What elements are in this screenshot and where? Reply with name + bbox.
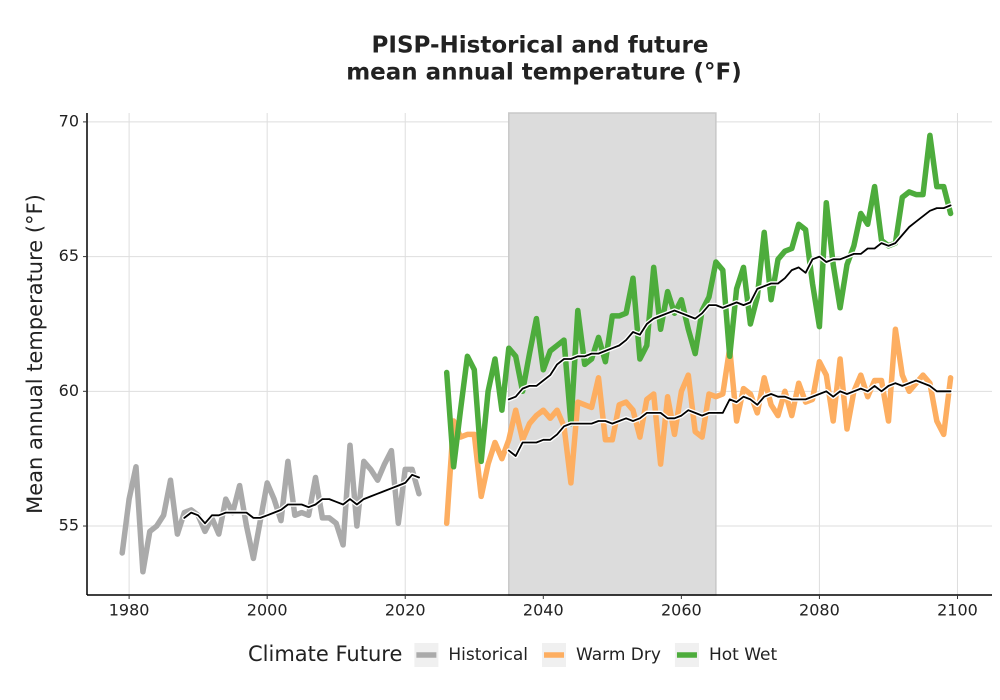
y-tick-label: 70 bbox=[59, 111, 79, 130]
x-tick-label: 2100 bbox=[937, 601, 978, 620]
x-tick-label: 2080 bbox=[799, 601, 840, 620]
x-tick-label: 2020 bbox=[385, 601, 426, 620]
legend: Climate Future Historical Warm Dry Hot Wet bbox=[248, 642, 777, 667]
y-axis-label: Mean annual temperature (°F) bbox=[23, 194, 47, 514]
series-line bbox=[443, 132, 954, 470]
x-tick-label: 1980 bbox=[109, 601, 150, 620]
chart-title: PISP-Historical and future bbox=[372, 33, 709, 59]
legend-label: Warm Dry bbox=[576, 645, 661, 665]
smoothed-line-halo bbox=[182, 472, 422, 526]
legend-label: Hot Wet bbox=[709, 645, 778, 665]
smoothed-line bbox=[183, 473, 420, 525]
series-line bbox=[119, 442, 422, 575]
x-tick-label: 2040 bbox=[523, 601, 564, 620]
legend-title: Climate Future bbox=[248, 642, 402, 666]
smoothed-line bbox=[507, 204, 952, 401]
y-tick-label: 55 bbox=[59, 516, 79, 535]
x-tick-label: 2000 bbox=[247, 601, 288, 620]
chart-title: mean annual temperature (°F) bbox=[346, 60, 742, 86]
smoothed-line bbox=[507, 379, 952, 457]
x-tick-label: 2060 bbox=[661, 601, 702, 620]
y-tick-label: 60 bbox=[59, 381, 79, 400]
legend-label: Historical bbox=[448, 645, 528, 665]
y-tick-label: 65 bbox=[59, 246, 79, 265]
